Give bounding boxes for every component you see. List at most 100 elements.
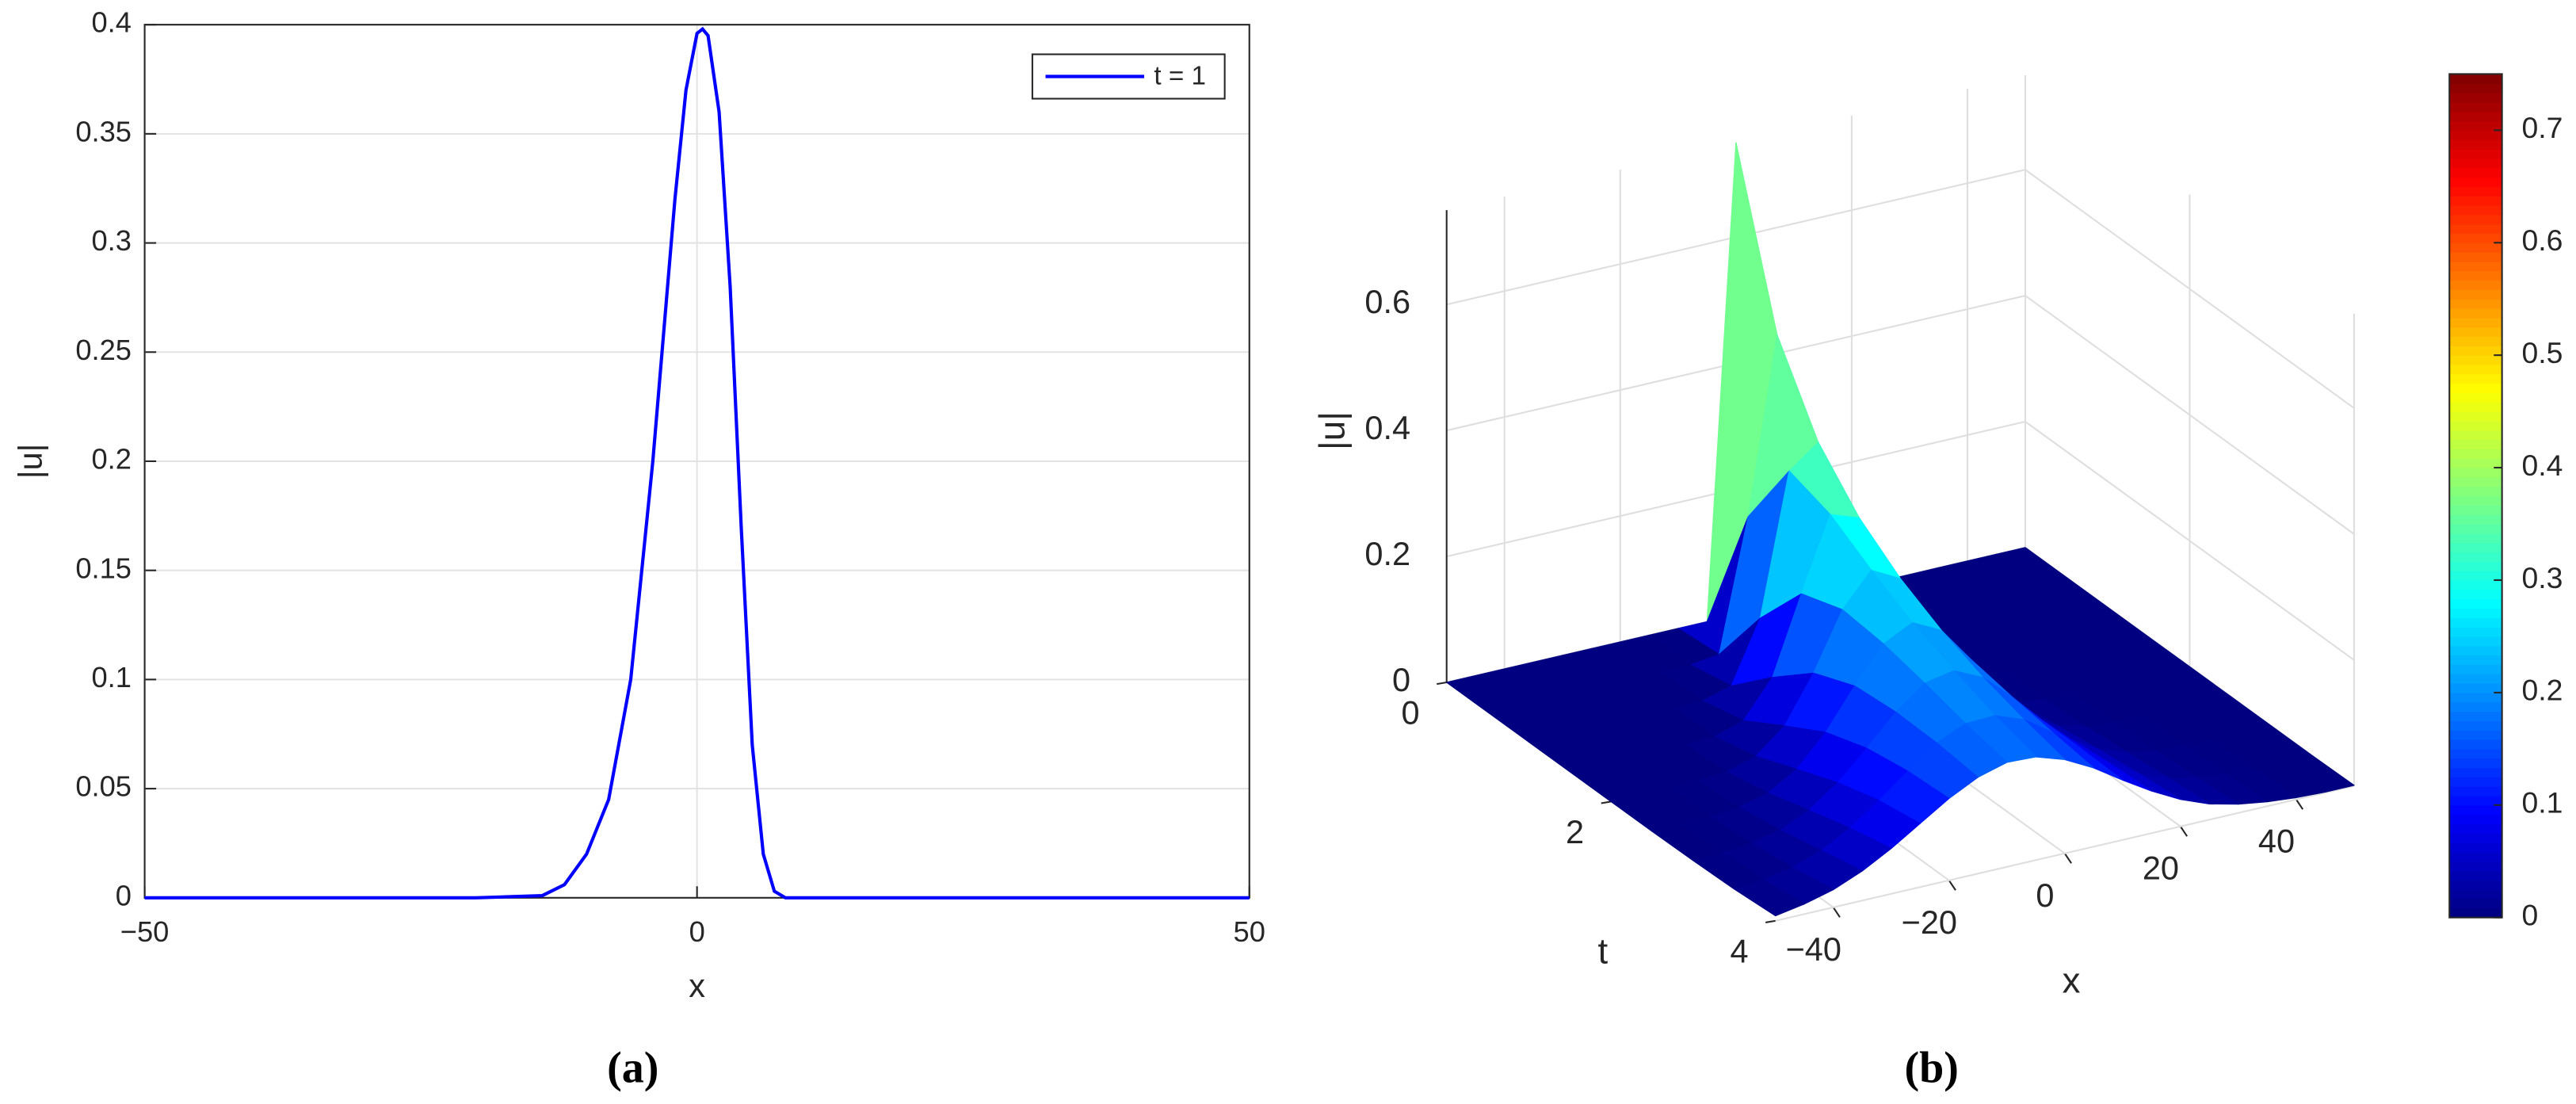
colorbar-step — [2449, 832, 2502, 843]
x-axis-label: x — [689, 967, 705, 1004]
caption-b: (b) — [1905, 1044, 1959, 1093]
grid-line — [1775, 785, 2355, 922]
colorbar-step — [2449, 364, 2502, 375]
colorbar-step — [2449, 467, 2502, 478]
x-tick — [2063, 853, 2072, 864]
z-tick-label: 0.4 — [1364, 409, 1410, 446]
y-tick-label: 0.3 — [92, 224, 132, 257]
colorbar-step — [2449, 335, 2502, 346]
y-axis-label: |u| — [11, 444, 48, 479]
colorbar-step — [2449, 242, 2502, 253]
colorbar-step — [2449, 795, 2502, 806]
colorbar-step — [2449, 373, 2502, 384]
colorbar-tick-label: 0.5 — [2522, 336, 2563, 369]
colorbar-step — [2449, 476, 2502, 487]
colorbar-step — [2449, 448, 2502, 459]
x-tick — [2179, 826, 2188, 837]
colorbar-step — [2449, 383, 2502, 394]
x-tick-label: −40 — [1786, 930, 1841, 968]
colorbar-step — [2449, 626, 2502, 637]
axes-box — [143, 24, 1250, 899]
colorbar-step — [2449, 298, 2502, 309]
colorbar-step — [2449, 776, 2502, 787]
colorbar-step — [2449, 129, 2502, 140]
colorbar-tick-label: 0.2 — [2522, 674, 2563, 707]
colorbar-step — [2449, 701, 2502, 712]
colorbar-step — [2449, 261, 2502, 272]
colorbar-step — [2449, 542, 2502, 553]
x-tick-label: 40 — [2258, 823, 2295, 860]
colorbar-step — [2449, 111, 2502, 122]
colorbar-step — [2449, 739, 2502, 750]
z-tick-label: 0.2 — [1364, 535, 1410, 572]
colorbar-step — [2449, 195, 2502, 206]
y-tick-label: 0 — [116, 879, 132, 911]
colorbar-step — [2449, 523, 2502, 534]
colorbar-step — [2449, 232, 2502, 243]
colorbar-step — [2449, 92, 2502, 103]
t-tick — [1601, 800, 1612, 804]
y-tick-label: 0.35 — [75, 115, 132, 147]
colorbar-step — [2449, 288, 2502, 300]
colorbar-step — [2449, 636, 2502, 647]
colorbar-step — [2449, 579, 2502, 590]
x-tick-label: 0 — [689, 915, 705, 948]
colorbar-step — [2449, 710, 2502, 721]
colorbar-step — [2449, 401, 2502, 412]
colorbar-step — [2449, 101, 2502, 113]
colorbar-step — [2449, 729, 2502, 740]
colorbar-tick-label: 0.4 — [2522, 449, 2563, 482]
colorbar-step — [2449, 879, 2502, 890]
colorbar-step — [2449, 898, 2502, 909]
colorbar-step — [2449, 766, 2502, 777]
colorbar-tick-label: 0.3 — [2522, 561, 2563, 594]
colorbar-step — [2449, 617, 2502, 628]
y-tick-label: 0.2 — [92, 443, 132, 476]
caption-a: (a) — [607, 1044, 658, 1093]
y-tick-label: 4 — [1730, 932, 1748, 969]
x-tick-label: −20 — [1902, 903, 1957, 941]
colorbar-step — [2449, 692, 2502, 703]
colorbar-step — [2449, 270, 2502, 281]
colorbar-step — [2449, 888, 2502, 900]
colorbar-step — [2449, 73, 2502, 84]
colorbar-tick-label: 0.1 — [2522, 786, 2563, 819]
colorbar-tick-label: 0 — [2522, 899, 2539, 932]
y-tick-label: 0.05 — [75, 770, 132, 803]
colorbar-step — [2449, 804, 2502, 816]
colorbar-step — [2449, 495, 2502, 506]
colorbar-step — [2449, 82, 2502, 94]
z-tick-label: 0.6 — [1364, 283, 1410, 320]
z-tick-label: 0 — [1392, 661, 1410, 698]
colorbar-step — [2449, 223, 2502, 235]
colorbar-step — [2449, 813, 2502, 825]
colorbar-step — [2449, 551, 2502, 562]
colorbar-step — [2449, 214, 2502, 225]
z-axis-label: |u| — [1312, 411, 1353, 450]
colorbar-step — [2449, 720, 2502, 731]
colorbar-step — [2449, 392, 2502, 403]
colorbar-step — [2449, 673, 2502, 684]
colorbar-step — [2449, 514, 2502, 525]
colorbar-step — [2449, 251, 2502, 262]
colorbar-step — [2449, 589, 2502, 600]
colorbar-step — [2449, 598, 2502, 609]
colorbar-step — [2449, 785, 2502, 796]
colorbar-step — [2449, 148, 2502, 159]
colorbar-tick-label: 0.6 — [2522, 223, 2563, 257]
colorbar-step — [2449, 663, 2502, 674]
legend-label: t = 1 — [1154, 61, 1206, 90]
colorbar-step — [2449, 851, 2502, 862]
y-tick-label: 0.15 — [75, 552, 132, 584]
colorbar-step — [2449, 411, 2502, 422]
colorbar-step — [2449, 354, 2502, 365]
colorbar-step — [2449, 907, 2502, 919]
y-tick-label: 0.4 — [92, 6, 132, 39]
colorbar-box — [2448, 73, 2503, 919]
x-tick-label: 50 — [1234, 915, 1265, 948]
colorbar-step — [2449, 682, 2502, 693]
colorbar-step — [2449, 279, 2502, 291]
colorbar-step — [2449, 533, 2502, 544]
colorbar-step — [2449, 430, 2502, 441]
